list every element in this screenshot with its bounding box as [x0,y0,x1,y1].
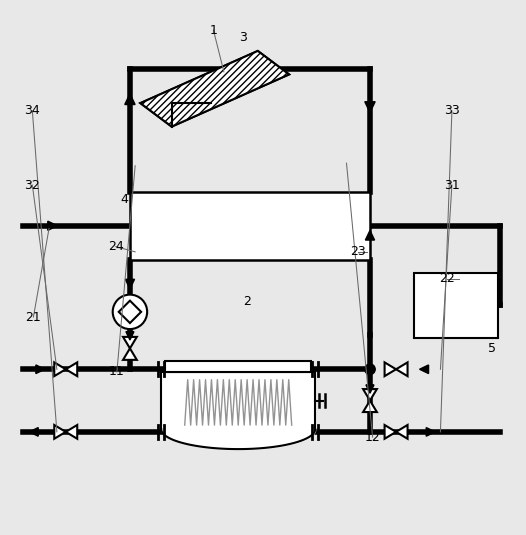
Polygon shape [54,362,66,376]
Polygon shape [385,362,396,376]
FancyBboxPatch shape [165,362,311,372]
Text: 2: 2 [244,295,251,308]
Text: 3: 3 [239,32,247,44]
Polygon shape [29,427,38,436]
Text: 22: 22 [439,272,454,286]
Text: 5: 5 [488,342,495,355]
Polygon shape [363,389,377,401]
Polygon shape [385,425,396,439]
Text: 12: 12 [365,431,380,444]
Polygon shape [420,365,429,373]
Polygon shape [426,427,435,436]
Text: 4: 4 [121,193,129,206]
Text: 31: 31 [444,179,460,192]
Text: 23: 23 [350,246,366,258]
Text: 1: 1 [209,24,217,36]
Polygon shape [363,401,377,412]
Polygon shape [140,51,289,127]
Polygon shape [126,332,134,340]
Polygon shape [66,425,77,439]
Polygon shape [140,51,289,127]
Text: 11: 11 [109,365,125,378]
Polygon shape [366,385,374,393]
Text: 32: 32 [25,179,40,192]
Polygon shape [366,231,375,240]
Polygon shape [365,102,375,112]
Text: 34: 34 [25,104,40,118]
Circle shape [113,295,147,329]
Text: 33: 33 [444,104,460,118]
Polygon shape [125,94,135,104]
Polygon shape [396,362,408,376]
Text: 24: 24 [108,240,124,253]
Polygon shape [125,279,135,289]
Polygon shape [123,337,137,348]
FancyBboxPatch shape [130,192,370,259]
Text: 21: 21 [26,311,41,324]
Polygon shape [161,372,315,429]
Polygon shape [123,348,137,360]
Polygon shape [48,221,57,231]
Polygon shape [54,425,66,439]
Polygon shape [396,425,408,439]
Polygon shape [36,365,45,373]
FancyBboxPatch shape [414,273,498,338]
Polygon shape [119,301,141,323]
Polygon shape [66,362,77,376]
Circle shape [365,364,375,374]
